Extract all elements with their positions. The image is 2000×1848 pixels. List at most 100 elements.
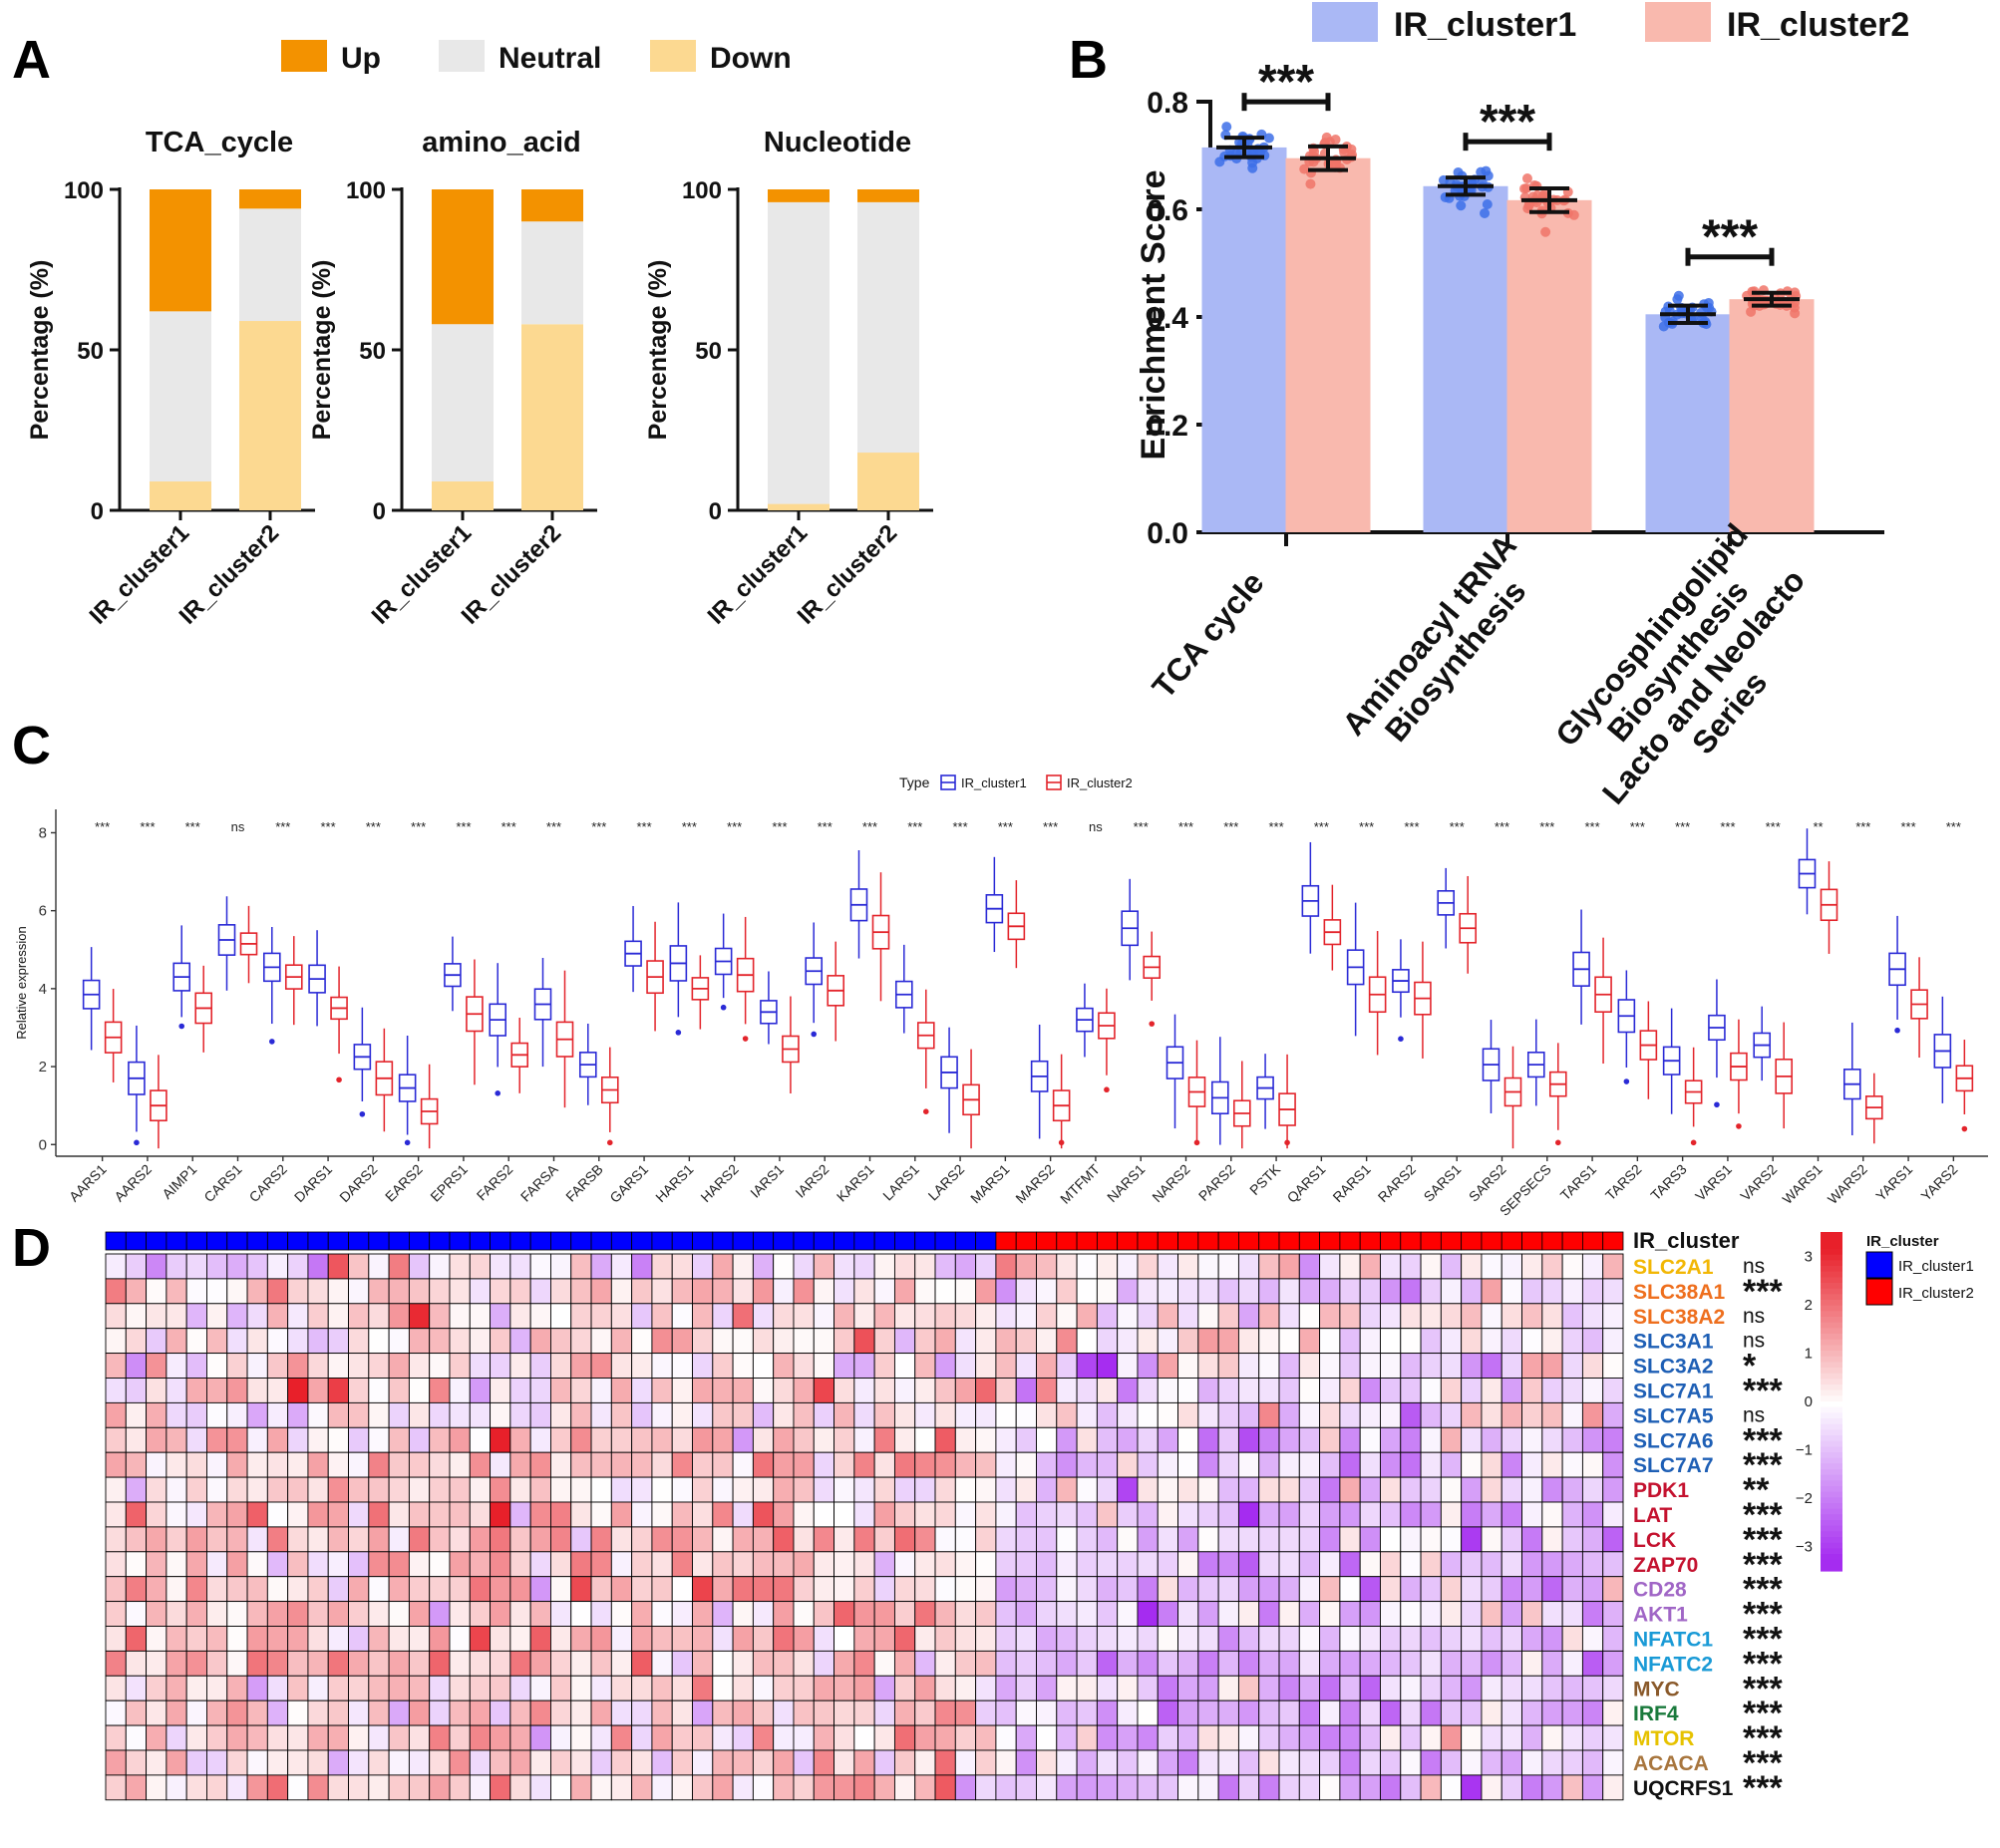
bar-segment-neutral: [239, 208, 301, 322]
heatmap-cell: [1319, 1378, 1341, 1403]
heatmap-cell: [1137, 1749, 1159, 1776]
heatmap-cell: [408, 1749, 431, 1776]
heatmap-cell: [550, 1328, 572, 1355]
heatmap-cell: [1157, 1278, 1178, 1305]
legend-label-neutral: Neutral: [499, 42, 601, 75]
heatmap-cell: [692, 1278, 714, 1305]
x-tick-label: MARS1: [967, 1161, 1013, 1207]
y-tick-label: 50: [77, 338, 104, 365]
heatmap-cell: [105, 1303, 127, 1330]
annotation-legend-label: IR_cluster2: [1898, 1285, 1974, 1302]
heatmap-cell: [590, 1401, 612, 1428]
heatmap-cell: [1319, 1526, 1341, 1553]
heatmap-cell: [388, 1699, 410, 1726]
heatmap-cell: [509, 1551, 531, 1578]
heatmap-cell: [712, 1675, 734, 1701]
heatmap-cell: [1400, 1675, 1422, 1701]
heatmap-cell: [671, 1675, 693, 1701]
heatmap-cell: [631, 1328, 653, 1355]
x-tick-label: AIMP1: [159, 1161, 199, 1202]
heatmap-cell: [388, 1526, 410, 1553]
heatmap-cell: [1177, 1724, 1199, 1751]
outlier: [268, 1039, 275, 1045]
heatmap-cell: [266, 1675, 289, 1701]
heatmap-cell: [773, 1501, 795, 1528]
heatmap-cell: [348, 1724, 370, 1751]
colorbar-step: [1821, 1463, 1842, 1470]
heatmap-cell: [954, 1303, 977, 1330]
heatmap-cell: [995, 1328, 1017, 1355]
x-tick-label: FARSA: [517, 1160, 561, 1204]
row-sig-label: ***: [1743, 1521, 1783, 1559]
heatmap-cell: [490, 1551, 511, 1578]
heatmap-cell: [1117, 1650, 1139, 1677]
heatmap-cell: [1278, 1476, 1300, 1503]
heatmap-cell: [408, 1451, 431, 1478]
heatmap-cell: [1278, 1724, 1300, 1751]
heatmap-cell: [793, 1328, 815, 1355]
heatmap-cell: [833, 1303, 855, 1330]
heatmap-cell: [327, 1353, 349, 1379]
heatmap-cell: [1177, 1749, 1199, 1776]
heatmap-cell: [651, 1501, 673, 1528]
heatmap-cell: [752, 1378, 775, 1403]
heatmap-cell: [1440, 1724, 1463, 1751]
heatmap-cell: [1036, 1253, 1058, 1280]
heatmap-cell: [1217, 1253, 1239, 1280]
heatmap-cell: [246, 1253, 268, 1280]
heatmap-cell: [125, 1476, 148, 1503]
heatmap-cell: [975, 1650, 997, 1677]
heatmap-cell: [1258, 1551, 1280, 1578]
heatmap-cell: [712, 1278, 734, 1305]
heatmap-cell: [1581, 1526, 1604, 1553]
heatmap-cell: [833, 1401, 855, 1428]
heatmap-cell: [307, 1328, 329, 1355]
heatmap-cell: [1319, 1353, 1341, 1379]
heatmap-cell: [631, 1551, 653, 1578]
heatmap-cell: [954, 1576, 977, 1603]
heatmap-cell: [773, 1278, 795, 1305]
heatmap-cell: [226, 1303, 248, 1330]
heatmap-cell: [1541, 1526, 1563, 1553]
heatmap-cell: [610, 1253, 633, 1280]
heatmap-cell: [651, 1526, 673, 1553]
heatmap-cell: [1481, 1601, 1502, 1627]
heatmap-cell: [975, 1401, 997, 1428]
heatmap-cell: [1461, 1426, 1483, 1453]
row-sig-label: ns: [1743, 1255, 1765, 1278]
heatmap-cell: [752, 1749, 775, 1776]
row-gene-label: SLC2A1: [1633, 1256, 1714, 1279]
heatmap-cell: [146, 1699, 167, 1726]
heatmap-cell: [246, 1774, 268, 1801]
heatmap-cell: [105, 1426, 127, 1453]
heatmap-cell: [873, 1401, 895, 1428]
heatmap-cell: [1237, 1551, 1260, 1578]
heatmap-cell: [529, 1476, 551, 1503]
heatmap-cell: [813, 1626, 835, 1652]
heatmap-cell: [1420, 1253, 1442, 1280]
heatmap-cell: [893, 1476, 916, 1503]
heatmap-cell: [146, 1353, 167, 1379]
heatmap-cell: [490, 1601, 511, 1627]
heatmap-cell: [975, 1526, 997, 1553]
heatmap-cell: [1298, 1328, 1321, 1355]
heatmap-cell: [1400, 1774, 1422, 1801]
heatmap-cell: [509, 1601, 531, 1627]
legend-label: IR_cluster2: [1727, 6, 1909, 44]
heatmap-cell: [287, 1476, 309, 1503]
heatmap-cell: [1319, 1253, 1341, 1280]
heatmap-cell: [185, 1353, 207, 1379]
heatmap-cell: [125, 1353, 148, 1379]
heatmap-cell: [1461, 1278, 1483, 1305]
heatmap-cell: [1440, 1576, 1463, 1603]
heatmap-cell: [1237, 1699, 1260, 1726]
heatmap-cell: [1481, 1626, 1502, 1652]
heatmap-cell: [1056, 1451, 1078, 1478]
heatmap-cell: [125, 1426, 148, 1453]
heatmap-cell: [893, 1526, 916, 1553]
heatmap-cell: [873, 1551, 895, 1578]
heatmap-cell: [1217, 1476, 1239, 1503]
heatmap-cell: [1076, 1476, 1098, 1503]
heatmap-cell: [1339, 1476, 1361, 1503]
heatmap-cell: [1096, 1551, 1119, 1578]
